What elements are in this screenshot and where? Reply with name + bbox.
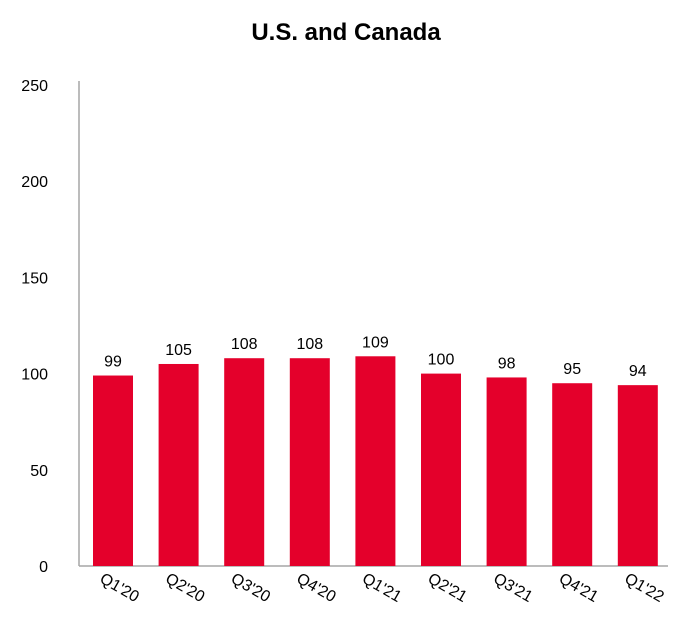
y-tick-label: 0 [39, 559, 48, 576]
bar [289, 358, 330, 566]
bar-value-label: 100 [428, 352, 455, 369]
x-tick-label: Q1'20 [97, 570, 142, 606]
bar [355, 356, 396, 566]
bar [421, 373, 461, 566]
y-tick-label: 100 [21, 367, 48, 384]
y-tick-label: 50 [30, 463, 48, 480]
y-axis-ticks: 0 50 100 150 200 250 [21, 78, 48, 576]
y-tick-label: 250 [21, 78, 48, 95]
bar [617, 385, 658, 566]
bar [552, 383, 593, 566]
x-tick-label: Q3'20 [228, 570, 273, 606]
bar [486, 377, 527, 566]
bar [158, 363, 199, 566]
y-tick-label: 150 [21, 270, 48, 287]
x-tick-label: Q2'20 [162, 570, 207, 606]
x-tick-label: Q4'20 [294, 570, 339, 606]
chart-title: U.S. and Canada [251, 19, 441, 46]
bar-value-label: 94 [629, 363, 647, 380]
data-labels: 99 105 108 108 109 100 98 95 94 [104, 334, 647, 380]
bar-value-label: 109 [362, 334, 389, 351]
x-tick-label: Q1'21 [359, 570, 404, 606]
bar-value-label: 108 [231, 336, 258, 353]
x-tick-label: Q2'21 [425, 570, 470, 606]
bar [224, 358, 265, 566]
bar-value-label: 98 [498, 355, 516, 372]
bars [93, 356, 658, 566]
bar-value-label: 95 [563, 361, 581, 378]
x-tick-label: Q1'22 [622, 570, 667, 606]
category-labels: Q1'20 Q2'20 Q3'20 Q4'20 Q1'21 Q2'21 Q3'21 Q4'21… [97, 570, 667, 606]
bar-value-label: 105 [165, 342, 192, 359]
y-tick-label: 200 [21, 174, 48, 191]
x-tick-label: Q3'21 [490, 570, 535, 606]
x-tick-label: Q4'21 [556, 570, 601, 606]
bar [93, 375, 133, 566]
bar-value-label: 99 [104, 354, 122, 371]
bar-value-label: 108 [296, 336, 323, 353]
